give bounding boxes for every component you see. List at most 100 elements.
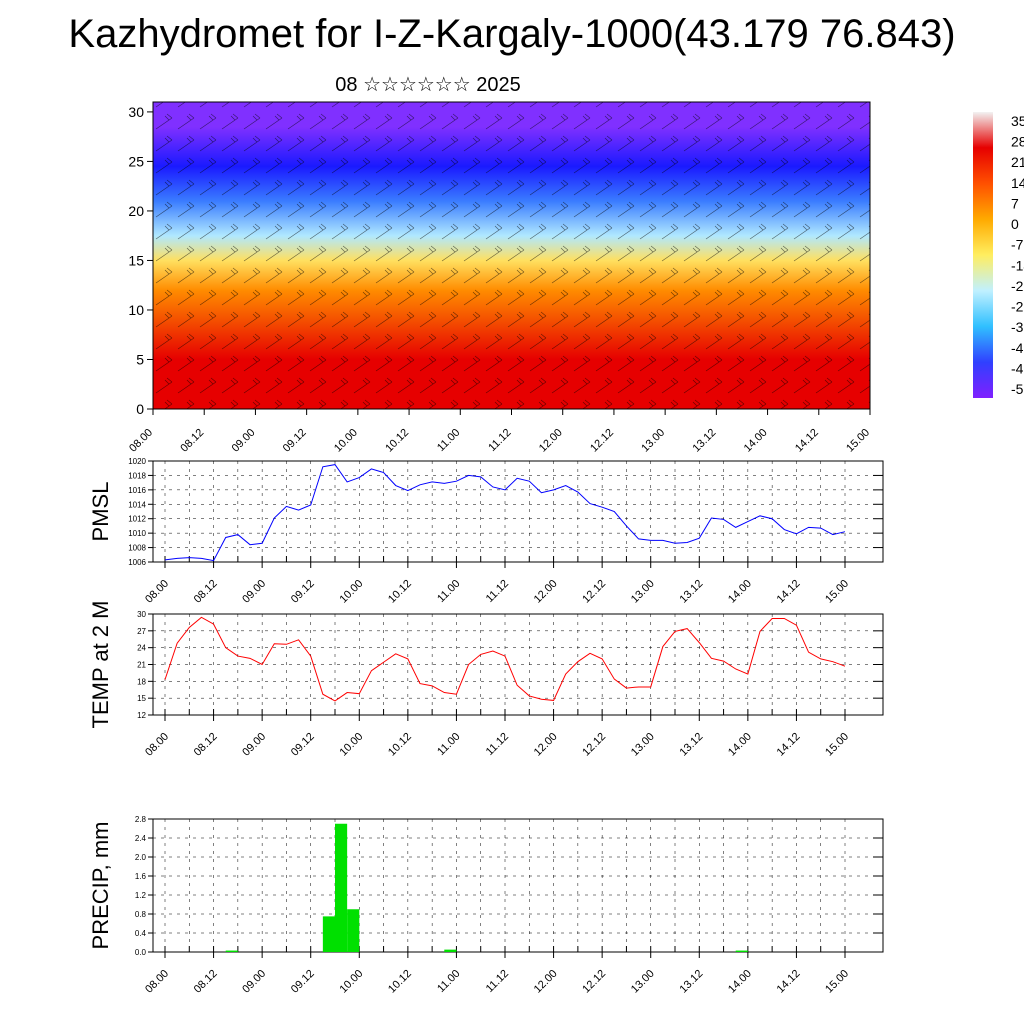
x-tick-label: 08.00 [127,427,155,455]
x-tick-label: 08.00 [143,968,171,996]
y-tick-label: 21 [137,661,146,670]
x-tick-label: 12.12 [580,731,608,759]
y-tick-label: 0.8 [135,910,147,919]
y-tick-label: 18 [137,677,146,686]
x-tick-label: 08.12 [192,578,220,606]
x-tick-label: 14.12 [775,578,803,606]
wind-barbs-overlay [153,102,870,409]
x-tick-label: 10.00 [332,427,360,455]
x-tick-label: 13.12 [677,968,705,996]
precip-bar [322,916,335,952]
y-axis-title: PRECIP, mm [88,822,113,950]
x-tick-label: 09.12 [289,578,317,606]
panel-frame [152,460,884,563]
x-tick-label: 12.00 [532,731,560,759]
x-tick-label: 11.00 [435,968,462,995]
x-tick-label: 13.00 [629,731,657,759]
colorbar-label: 14 [1011,175,1024,191]
x-tick-label: 14.12 [775,968,803,996]
x-tick-label: 11.12 [486,427,513,454]
y-tick-label: 27 [137,627,146,636]
x-tick-label: 08.00 [143,578,171,606]
x-tick-label: 13.12 [691,427,719,455]
pmsl-series-line [164,464,846,562]
colorbar-label: -14 [1011,257,1024,273]
x-tick-label: 09.12 [281,427,309,455]
x-tick-label: 15.00 [823,968,851,996]
x-tick-label: 09.12 [289,968,317,996]
y-tick-label: 1.2 [135,891,147,900]
x-tick-label: 11.00 [435,578,462,605]
x-tick-label: 12.12 [588,427,616,455]
x-tick-label: 12.00 [532,578,560,606]
x-tick-label: 08.12 [192,968,220,996]
y-tick-label: 25 [128,153,144,169]
y-tick-label: 20 [128,203,144,219]
y-tick-label: 2.0 [135,853,147,862]
y-tick-label: 1012 [128,515,146,524]
colorbar-label: -42 [1011,340,1024,356]
y-tick-label: 24 [137,644,146,653]
x-tick-label: 10.00 [337,578,365,606]
colorbar-label: -56 [1011,381,1024,397]
x-tick-label: 11.00 [435,427,462,454]
x-tick-label: 13.00 [639,427,667,455]
x-tick-label: 10.12 [383,427,411,455]
y-tick-label: 1010 [128,529,146,538]
y-tick-label: 0 [136,401,144,417]
x-tick-label: 09.00 [240,578,268,606]
chart-subtitle: 08 ☆☆☆☆☆☆ 2025 [335,74,521,96]
colorbar-label: 0 [1011,216,1019,232]
y-tick-label: 2.4 [135,834,147,843]
colorbar-label: -28 [1011,299,1024,315]
colorbar-ramp [973,112,993,398]
x-tick-label: 13.12 [677,578,705,606]
panel-frame [152,818,884,953]
colorbar-label: 21 [1011,154,1024,170]
y-tick-label: 15 [137,694,146,703]
x-tick-label: 14.12 [793,427,821,455]
x-tick-label: 09.00 [240,968,268,996]
x-tick-label: 14.00 [726,731,754,759]
colorbar-label: 7 [1011,195,1019,211]
y-tick-label: 0.4 [135,929,147,938]
precip-bar [735,950,748,952]
x-tick-label: 12.00 [532,968,560,996]
colorbar-label: -7 [1011,237,1024,253]
y-tick-label: 1018 [128,471,146,480]
y-tick-label: 1006 [128,558,146,567]
x-tick-label: 13.00 [629,578,657,606]
y-axis-title: TEMP at 2 M [88,601,113,729]
temperature-chart: 12 15 18 21 24 27 30 08.00 08.12 09.00 09.12 10.00 1… [88,601,884,759]
colorbar-label: -49 [1011,360,1024,376]
x-tick-label: 09.00 [240,731,268,759]
colorbar-label: 35 [1011,113,1024,129]
cross-section-heatmap: 0 5 10 15 20 25 30 08.00 08.12 09.00 09.12 10.00 10.… [127,101,872,455]
x-tick-label: 14.00 [726,578,754,606]
x-tick-label: 15.00 [823,578,851,606]
x-tick-label: 15.00 [823,731,851,759]
y-tick-label: 1020 [128,457,146,466]
precip-bar [225,950,238,952]
x-tick-label: 11.12 [484,578,511,605]
y-tick-label: 1.6 [135,872,147,881]
x-tick-label: 09.12 [289,731,317,759]
x-tick-label: 10.12 [386,731,414,759]
y-axis-title: PMSL [88,482,113,542]
x-tick-label: 11.00 [435,731,462,758]
x-tick-label: 08.12 [178,427,206,455]
y-tick-label: 1016 [128,486,146,495]
colorbar-legend: 35 28 21 14 7 0 -7 -14 -21 -28 -35 -42 -49 -56 [973,112,1024,398]
precip-bar [335,823,348,952]
y-tick-label: 30 [128,104,144,120]
y-tick-label: 1008 [128,544,146,553]
temperature-series-line [164,616,846,702]
x-tick-label: 14.12 [775,731,803,759]
y-tick-label: 10 [128,302,144,318]
precipitation-chart: 0.0 0.4 0.8 1.2 1.6 2.0 2.4 2.8 08.00 08.12 09.00 0… [88,815,884,996]
y-tick-label: 30 [137,610,146,619]
precip-bar [347,909,360,952]
x-tick-label: 14.00 [726,968,754,996]
x-tick-label: 10.00 [337,731,365,759]
